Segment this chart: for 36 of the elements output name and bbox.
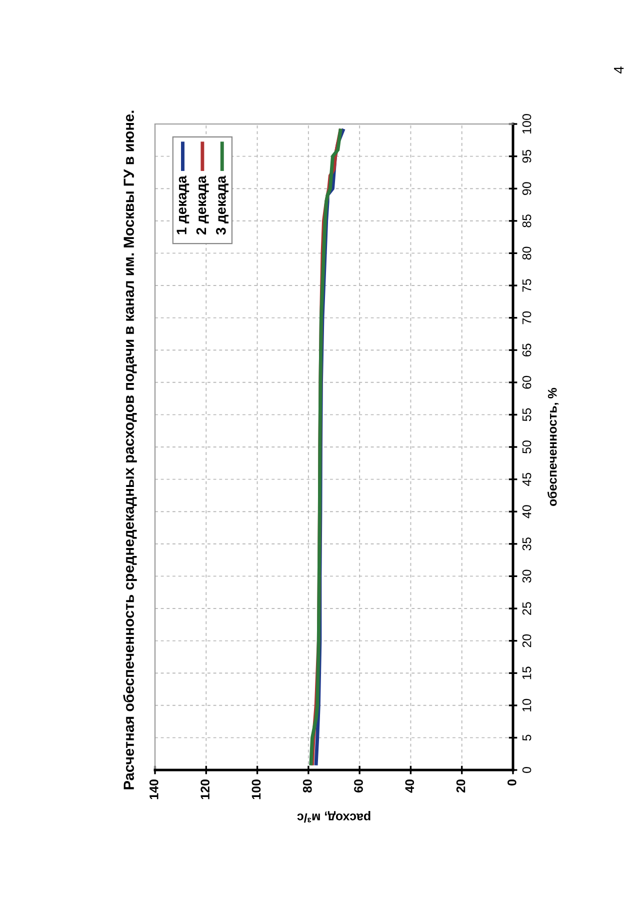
y-axis-title: обеспеченность, %	[547, 388, 559, 506]
y-tick-label: 75	[522, 279, 532, 292]
x-tick-label: 20	[456, 780, 466, 792]
x-tick-label: 100	[252, 780, 261, 800]
y-tick-label: 65	[522, 344, 532, 356]
y-tick-label: 45	[522, 472, 532, 486]
y-tick-label: 15	[522, 666, 532, 680]
y-tick-label: 50	[522, 440, 532, 454]
y-tick-label: 0	[522, 767, 532, 773]
y-tick-label: 30	[522, 570, 532, 583]
x-tick-label: 80	[302, 780, 312, 793]
y-tick-label: 85	[522, 214, 532, 228]
y-tick-label: 35	[522, 537, 532, 550]
y-tick-label: 10	[522, 698, 532, 712]
y-tick-label: 95	[522, 150, 532, 163]
text: 4	[614, 66, 624, 74]
y-tick-label: 90	[522, 182, 532, 195]
x-tick-label: 60	[354, 780, 363, 792]
x-tick-label: 40	[405, 780, 414, 793]
legend-label: 3 декада	[216, 176, 228, 235]
legend-label: 2 декада	[196, 176, 209, 235]
x-tick-label: 0	[508, 780, 516, 786]
y-tick-label: 20	[522, 634, 532, 648]
text: Расчетная обеспеченность среднедекадных расходов подачи в канал им. Москвы ГУ в июне.	[123, 110, 137, 790]
x-tick-label: 140	[150, 780, 158, 800]
x-tick-label: 120	[200, 780, 210, 800]
y-tick-label: 40	[522, 505, 532, 518]
y-tick-label: 100	[522, 114, 532, 134]
x-axis-title: расход, м³/с	[297, 810, 370, 823]
y-tick-label: 5	[522, 734, 532, 741]
y-tick-label: 55	[522, 408, 532, 422]
y-tick-label: 80	[522, 246, 532, 260]
y-tick-label: 60	[522, 376, 532, 389]
legend-label: 1 декада	[176, 176, 190, 234]
y-tick-label: 70	[522, 311, 532, 324]
y-tick-label: 25	[522, 602, 532, 615]
